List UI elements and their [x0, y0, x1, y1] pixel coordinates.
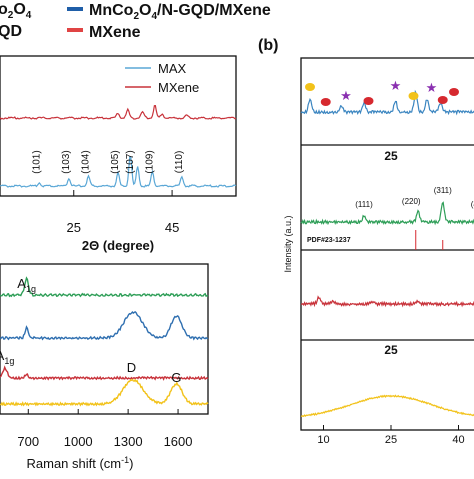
raman-tick-label-2: 1300 [114, 434, 143, 449]
xrd-right-peak-label-1: (220) [402, 197, 421, 206]
xrd-left-legend-label-1: MXene [158, 80, 199, 95]
xrd-right-panel: Intensity (a.u.) ★ ★ ★ (111) (220) (311) (40 PD… [283, 57, 474, 446]
xrd-left-xlabel: 2Θ (degree) [82, 238, 154, 253]
xrd-right-ref-label: PDF#23-1237 [307, 237, 351, 244]
xrd-right-phase-marker-circle-8 [449, 88, 459, 96]
xrd-left-tick-label-1: 45 [165, 220, 179, 235]
xrd-right-phase-marker-circle-1 [320, 98, 331, 106]
xrd-right-peak-label-2: (311) [434, 186, 452, 195]
xrd-right-peak-label-0: (111) [355, 200, 373, 209]
raman-band-label-2: D [127, 360, 136, 375]
raman-band-label-0: A1g [17, 276, 36, 294]
xrd-left-peak-label-4: (107) [125, 150, 136, 173]
xrd-right-phase-marker-star-4: ★ [390, 78, 402, 93]
xrd-left-trace-mxene [0, 104, 237, 120]
raman-band-label-3: G [171, 370, 181, 385]
cut-formula-line2: QD [0, 23, 22, 40]
raman-trace-3 [0, 378, 209, 407]
xrd-right-phase-marker-circle-3 [363, 97, 374, 105]
xrd-right-phase-marker-star-2: ★ [340, 88, 352, 103]
legend-swatch-mxene [67, 28, 83, 32]
legend-swatch-composite [67, 7, 83, 11]
raman-xlabel: Raman shift (cm-1) [27, 455, 134, 471]
xrd-right-trace-3 [300, 394, 474, 418]
raman-left-panel: A1g A1g D G 700 1000 1300 1600 Raman shift (cm… [0, 263, 209, 471]
raman-tick-label-1: 1000 [64, 434, 93, 449]
xrd-right-phase-marker-circle-5 [408, 92, 419, 100]
xrd-right-trace-2 [300, 295, 474, 308]
raman-tick-label-0: 700 [17, 434, 39, 449]
xrd-right-inline-tick-panel1: 25 [384, 149, 398, 163]
xrd-left-peak-labels: (101) (103) (104) (105) (107) (109) (110) [31, 150, 185, 173]
xrd-left-traces [0, 104, 237, 188]
xrd-right-frame [300, 57, 474, 431]
raman-trace-1 [0, 311, 209, 341]
raman-trace-2 [0, 365, 209, 381]
legend-label-composite: MnCo2O4/N-GQD/MXene [89, 2, 271, 22]
xrd-left-frame [0, 55, 237, 197]
xrd-left-peak-label-0: (101) [31, 150, 42, 173]
xrd-left-peak-label-5: (109) [144, 150, 155, 173]
raman-tick-label-3: 1600 [164, 434, 193, 449]
xrd-right-phase-marker-circle-7 [437, 96, 448, 104]
xrd-right-ylabel: Intensity (a.u.) [283, 215, 293, 272]
xrd-right-tick-label-1: 25 [385, 434, 397, 446]
raman-band-label-1: A1g [0, 348, 14, 366]
top-legend: o2O4 QD MnCo2O4/N-GQD/MXene MXene (b) [0, 1, 278, 54]
xrd-left-trace-max [0, 156, 237, 188]
xrd-right-trace-0 [300, 89, 474, 116]
cut-formula-line1: o2O4 [0, 1, 32, 21]
xrd-left-peak-label-1: (103) [61, 150, 72, 173]
xrd-right-phase-marker-star-6: ★ [426, 80, 438, 95]
xrd-right-x-ticks: 10 25 40 [317, 425, 465, 446]
xrd-left-peak-label-3: (105) [110, 150, 121, 173]
legend-label-mxene: MXene [89, 24, 141, 41]
raman-traces [0, 276, 209, 407]
xrd-right-phase-marker-circle-0 [305, 83, 315, 91]
raman-trace-0 [0, 276, 209, 298]
xrd-right-trace-1 [300, 201, 474, 226]
raman-x-ticks: 700 1000 1300 1600 [17, 409, 193, 449]
xrd-left-peak-label-6: (110) [174, 151, 185, 174]
xrd-left-legend-label-0: MAX [158, 61, 187, 76]
xrd-right-peak-label-3: (40 [471, 200, 474, 209]
xrd-left-legend: MAX MXene [125, 61, 199, 95]
panel-b-label: (b) [258, 37, 278, 54]
xrd-left-peak-label-2: (104) [81, 150, 92, 173]
xrd-right-tick-label-0: 10 [317, 434, 329, 446]
xrd-right-subpanels: ★★★(111)(220)(311)(40PDF#23-1237254254 [300, 78, 474, 418]
raman-band-labels: A1g A1g D G [0, 276, 181, 385]
xrd-left-tick-label-0: 25 [67, 220, 81, 235]
xrd-left-x-ticks: 25 45 [67, 190, 179, 235]
xrd-right-inline-tick-panel3: 25 [384, 343, 398, 357]
xrd-right-tick-label-2: 40 [452, 434, 464, 446]
